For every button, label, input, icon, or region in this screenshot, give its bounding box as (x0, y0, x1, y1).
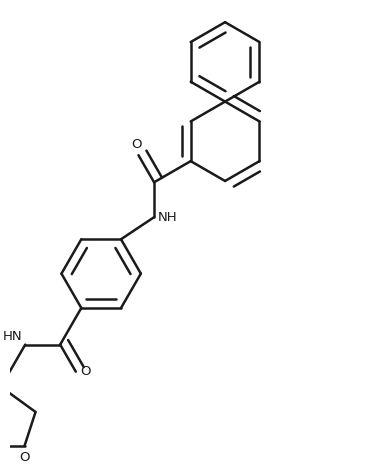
Text: O: O (80, 365, 91, 378)
Text: O: O (19, 451, 30, 464)
Text: HN: HN (3, 330, 22, 343)
Text: O: O (132, 138, 142, 151)
Text: NH: NH (158, 212, 177, 225)
